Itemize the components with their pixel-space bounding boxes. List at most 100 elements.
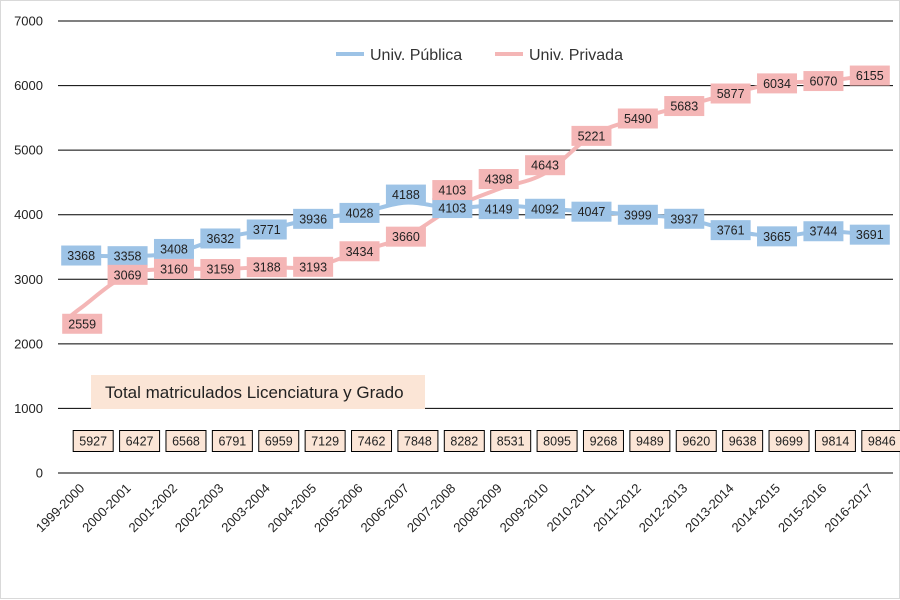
total-cell-box xyxy=(211,430,253,452)
data-label-box xyxy=(293,208,334,229)
x-tick-label: 2016-2017 xyxy=(821,481,876,536)
data-label: 3665 xyxy=(763,230,791,244)
data-label: 4398 xyxy=(485,173,513,187)
data-label-box xyxy=(246,257,287,278)
data-label-box xyxy=(710,83,751,104)
legend-label: Univ. Privada xyxy=(529,47,623,64)
total-cell: 9620 xyxy=(682,435,710,449)
data-label: 3159 xyxy=(206,263,234,277)
y-tick-label: 3000 xyxy=(14,272,43,287)
data-label-box xyxy=(849,224,890,245)
data-label-box xyxy=(62,313,103,334)
total-cell: 9846 xyxy=(868,435,896,449)
x-tick-label: 2012-2013 xyxy=(636,481,691,536)
total-cell-box xyxy=(861,430,900,452)
y-tick-label: 5000 xyxy=(14,143,43,158)
total-cell: 9268 xyxy=(590,435,618,449)
data-label: 3368 xyxy=(67,249,95,263)
total-cell: 9489 xyxy=(636,435,664,449)
total-cell-box xyxy=(814,430,856,452)
data-label: 3434 xyxy=(346,245,374,259)
data-label-box xyxy=(617,108,658,129)
total-cell: 9638 xyxy=(729,435,757,449)
data-label-box xyxy=(61,245,102,266)
total-title: Total matriculados Licenciatura y Grado xyxy=(105,383,404,402)
data-label-box xyxy=(339,202,380,223)
total-cell: 9699 xyxy=(775,435,803,449)
total-cell-box xyxy=(490,430,532,452)
data-label-box xyxy=(571,201,612,222)
y-tick-label: 6000 xyxy=(14,78,43,93)
total-cell-box xyxy=(351,430,393,452)
data-label-box xyxy=(432,198,473,219)
data-label: 6034 xyxy=(763,77,791,91)
data-label-box xyxy=(246,219,287,240)
data-label: 3188 xyxy=(253,261,281,275)
data-label-box xyxy=(803,71,844,92)
total-cell-box xyxy=(397,430,439,452)
data-label-box xyxy=(757,73,798,94)
data-label: 3660 xyxy=(392,230,420,244)
total-cell: 6959 xyxy=(265,435,293,449)
total-cell: 8531 xyxy=(497,435,525,449)
total-cell: 8095 xyxy=(543,435,571,449)
total-title-box xyxy=(91,375,425,409)
total-cell-box xyxy=(258,430,300,452)
total-cell-box xyxy=(443,430,485,452)
total-cell: 7129 xyxy=(311,435,339,449)
x-tick-label: 2009-2010 xyxy=(497,481,552,536)
data-label: 4047 xyxy=(578,205,606,219)
data-label-box xyxy=(757,226,798,247)
y-tick-label: 1000 xyxy=(14,401,43,416)
data-label: 3160 xyxy=(160,262,188,276)
data-label-box xyxy=(525,198,566,219)
data-label: 3744 xyxy=(810,225,838,239)
legend-label: Univ. Pública xyxy=(370,47,462,64)
data-label: 3408 xyxy=(160,242,188,256)
data-label: 3358 xyxy=(114,250,142,264)
data-label-box xyxy=(432,180,473,201)
total-cell-box xyxy=(582,430,624,452)
data-label: 5221 xyxy=(578,129,606,143)
data-label-box xyxy=(849,65,890,86)
total-cell-box xyxy=(304,430,346,452)
data-label-box xyxy=(107,246,148,267)
data-label-box xyxy=(200,228,241,249)
data-label-box xyxy=(339,241,380,262)
total-cell: 6427 xyxy=(126,435,154,449)
x-tick-label: 2000-2001 xyxy=(79,481,134,536)
y-tick-label: 4000 xyxy=(14,207,43,222)
total-cell: 6568 xyxy=(172,435,200,449)
data-label: 4092 xyxy=(531,202,559,216)
data-label: 3691 xyxy=(856,228,884,242)
data-label: 6155 xyxy=(856,69,884,83)
data-label-box xyxy=(617,204,658,225)
x-tick-label: 2014-2015 xyxy=(729,481,784,536)
x-tick-label: 2002-2003 xyxy=(172,481,227,536)
y-tick-label: 2000 xyxy=(14,336,43,351)
data-label: 4188 xyxy=(392,188,420,202)
data-label-box xyxy=(803,221,844,242)
x-tick-label: 2010-2011 xyxy=(544,481,598,535)
data-label: 4028 xyxy=(346,206,374,220)
data-label: 5683 xyxy=(670,100,698,114)
y-tick-label: 7000 xyxy=(14,14,43,29)
x-tick-label: 1999-2000 xyxy=(33,481,88,536)
data-label: 3937 xyxy=(670,212,698,226)
total-cell: 5927 xyxy=(79,435,107,449)
total-cell: 7462 xyxy=(358,435,386,449)
data-label: 3069 xyxy=(114,268,142,282)
data-label-box xyxy=(153,238,194,259)
x-tick-label: 2004-2005 xyxy=(265,481,320,536)
total-cell: 6791 xyxy=(218,435,246,449)
data-label: 4149 xyxy=(485,203,513,217)
data-label: 4103 xyxy=(438,184,466,198)
data-label-box xyxy=(385,184,426,205)
x-tick-label: 2013-2014 xyxy=(682,481,737,536)
total-cell: 8282 xyxy=(450,435,478,449)
total-cell-box xyxy=(629,430,671,452)
total-cell-box xyxy=(165,430,207,452)
data-label-box xyxy=(107,264,148,285)
